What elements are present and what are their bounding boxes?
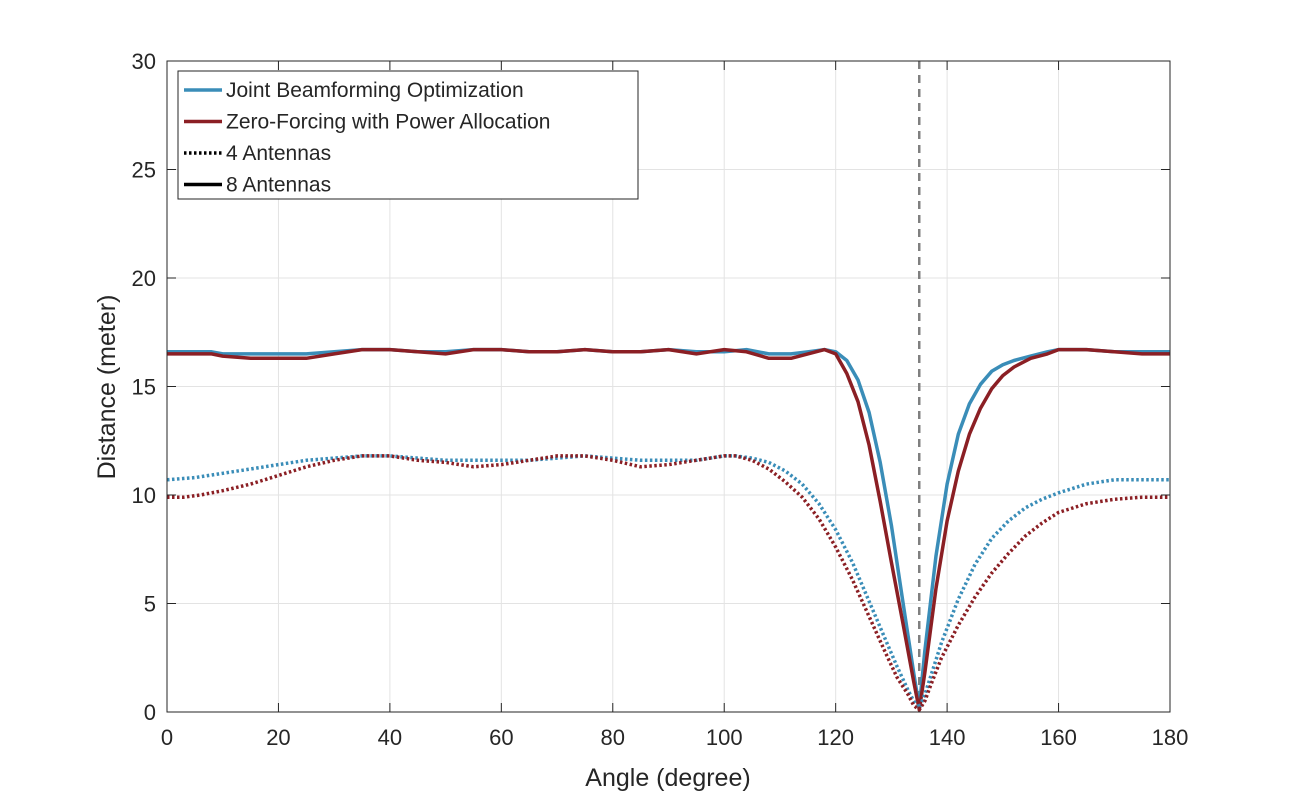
x-tick-label: 0: [161, 725, 173, 750]
x-tick-label: 20: [266, 725, 290, 750]
x-tick-label: 60: [489, 725, 513, 750]
tick-marks: [166, 60, 1171, 713]
legend-label: Joint Beamforming Optimization: [226, 79, 524, 102]
y-axis-label: Distance (meter): [93, 295, 121, 480]
x-tick-labels: 0 20 40 60 80 100 120 140 160 180: [161, 725, 1188, 750]
y-tick-label: 5: [144, 592, 156, 617]
series-line-2: [167, 347, 1170, 712]
legend-label: 4 Antennas: [226, 142, 331, 165]
y-tick-label: 15: [132, 375, 156, 400]
y-tick-label: 10: [132, 483, 156, 508]
y-tick-label: 25: [132, 158, 156, 183]
y-tick-label: 20: [132, 266, 156, 291]
x-axis-label: Angle (degree): [585, 764, 750, 792]
x-tick-label: 160: [1040, 725, 1077, 750]
legend: Joint Beamforming Optimization Zero-Forci…: [177, 70, 639, 200]
x-tick-label: 40: [378, 725, 402, 750]
legend-box: [177, 70, 639, 200]
y-tick-label: 0: [144, 700, 156, 725]
x-tick-label: 100: [706, 725, 743, 750]
y-tick-labels: 0 5 10 15 20 25 30: [132, 49, 156, 725]
series-layer: [166, 347, 1170, 712]
x-tick-label: 140: [929, 725, 966, 750]
y-tick-label: 30: [132, 49, 156, 74]
x-tick-label: 180: [1152, 725, 1189, 750]
series-line-4: [167, 454, 1170, 712]
legend-label: 8 Antennas: [226, 174, 331, 197]
legend-label: Zero-Forcing with Power Allocation: [226, 111, 550, 134]
x-tick-label: 120: [817, 725, 854, 750]
x-tick-label: 80: [601, 725, 625, 750]
